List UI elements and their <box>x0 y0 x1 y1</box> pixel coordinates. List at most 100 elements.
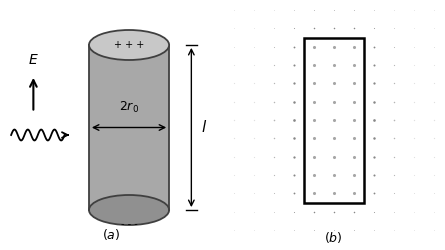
Point <box>410 136 417 140</box>
Point <box>370 45 377 49</box>
Point <box>430 118 437 122</box>
Point <box>250 81 257 85</box>
Point <box>290 8 297 12</box>
Point <box>250 173 257 177</box>
Point <box>270 81 277 85</box>
Point <box>390 81 397 85</box>
Point <box>430 45 437 49</box>
Point <box>410 118 417 122</box>
Point <box>310 210 317 214</box>
Point <box>350 63 357 67</box>
Point <box>250 210 257 214</box>
Point <box>310 45 317 49</box>
Point <box>370 210 377 214</box>
Text: $l$: $l$ <box>201 120 206 136</box>
Point <box>290 228 297 232</box>
Point <box>390 100 397 104</box>
Point <box>430 26 437 30</box>
Point <box>390 45 397 49</box>
Point <box>270 45 277 49</box>
Point <box>270 118 277 122</box>
Point <box>270 228 277 232</box>
Point <box>370 136 377 140</box>
Point <box>350 81 357 85</box>
Bar <box>303 38 364 202</box>
Point <box>250 136 257 140</box>
Point <box>270 173 277 177</box>
Point <box>290 136 297 140</box>
Point <box>410 210 417 214</box>
Point <box>390 118 397 122</box>
Point <box>390 155 397 159</box>
Point <box>230 155 237 159</box>
Point <box>330 81 337 85</box>
Point <box>310 228 317 232</box>
Point <box>330 210 337 214</box>
Point <box>370 81 377 85</box>
Point <box>230 26 237 30</box>
Point <box>370 155 377 159</box>
Point <box>430 100 437 104</box>
Point <box>310 63 317 67</box>
Point <box>430 210 437 214</box>
Point <box>310 26 317 30</box>
Point <box>370 118 377 122</box>
Point <box>370 8 377 12</box>
Point <box>330 173 337 177</box>
Point <box>290 118 297 122</box>
Point <box>330 228 337 232</box>
Point <box>230 228 237 232</box>
Point <box>390 191 397 195</box>
Point <box>390 26 397 30</box>
Point <box>270 26 277 30</box>
Point <box>430 191 437 195</box>
Point <box>330 100 337 104</box>
Point <box>410 173 417 177</box>
Text: $2r_0$: $2r_0$ <box>119 100 139 115</box>
Point <box>290 45 297 49</box>
Point <box>350 118 357 122</box>
Ellipse shape <box>89 30 169 60</box>
Point <box>350 191 357 195</box>
Text: + + +: + + + <box>114 40 144 50</box>
Point <box>330 155 337 159</box>
Point <box>350 155 357 159</box>
Point <box>370 100 377 104</box>
Point <box>310 136 317 140</box>
Point <box>350 210 357 214</box>
Point <box>290 26 297 30</box>
Point <box>250 191 257 195</box>
Point <box>410 81 417 85</box>
Point <box>250 45 257 49</box>
Point <box>230 45 237 49</box>
Point <box>250 8 257 12</box>
Point <box>350 8 357 12</box>
Point <box>250 118 257 122</box>
Point <box>270 100 277 104</box>
Point <box>430 8 437 12</box>
Point <box>250 100 257 104</box>
Point <box>270 155 277 159</box>
Point <box>330 8 337 12</box>
Ellipse shape <box>89 195 169 225</box>
Point <box>310 155 317 159</box>
Point <box>430 173 437 177</box>
Point <box>350 45 357 49</box>
Point <box>290 155 297 159</box>
Point <box>310 118 317 122</box>
Point <box>390 228 397 232</box>
Point <box>370 228 377 232</box>
Point <box>270 63 277 67</box>
Point <box>390 136 397 140</box>
Point <box>350 228 357 232</box>
Point <box>270 191 277 195</box>
Point <box>270 136 277 140</box>
Point <box>410 8 417 12</box>
Text: $E$: $E$ <box>28 53 39 67</box>
Point <box>330 118 337 122</box>
Point <box>410 45 417 49</box>
Point <box>230 8 237 12</box>
Point <box>350 26 357 30</box>
Point <box>350 100 357 104</box>
Text: $(a)$: $(a)$ <box>102 228 121 242</box>
